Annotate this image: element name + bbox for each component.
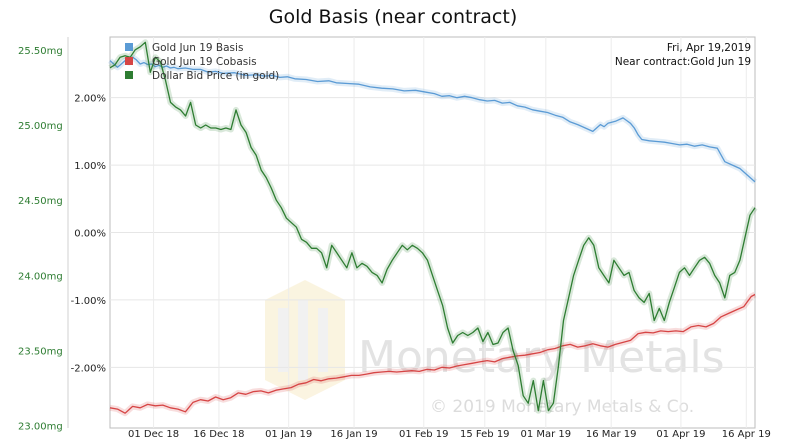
- legend-label-cobasis: Gold Jun 19 Cobasis: [152, 56, 257, 68]
- x-tick-label: 01 Mar 19: [520, 429, 571, 440]
- y-left-tick-label: 25.00mg: [18, 121, 63, 132]
- x-axis: 01 Dec 18 16 Dec 18 01 Jan 19 16 Jan 19 01 F…: [128, 429, 771, 440]
- x-tick-label: 16 Mar 19: [586, 429, 637, 440]
- y-left-tick-label: 24.50mg: [18, 196, 63, 207]
- y-axis-right: -2.00% -1.00% 0.00% 1.00% 2.00%: [71, 94, 106, 375]
- x-tick-label: 16 Dec 18: [193, 429, 244, 440]
- legend-swatch-basis: [125, 43, 133, 51]
- legend-swatch-cobasis: [125, 57, 133, 65]
- y-right-tick-label: -2.00%: [71, 363, 106, 374]
- y-right-tick-label: 0.00%: [74, 229, 106, 240]
- y-left-tick-label: 23.50mg: [18, 347, 63, 358]
- legend-swatch-dollar: [125, 71, 133, 79]
- y-right-tick-label: 2.00%: [74, 94, 106, 105]
- y-axis-left: 23.00mg 23.50mg 24.00mg 24.50mg 25.00mg 25.50…: [18, 46, 63, 433]
- x-tick-label: 16 Apr 19: [722, 429, 771, 440]
- watermark: Monetary Metals © 2019 Monetary Metals &…: [265, 280, 725, 417]
- watermark-text: Monetary Metals: [358, 332, 725, 383]
- info-contract: Near contract:Gold Jun 19: [615, 56, 751, 68]
- watermark-copyright: © 2019 Monetary Metals & Co.: [430, 397, 694, 417]
- x-tick-label: 01 Apr 19: [656, 429, 705, 440]
- x-tick-label: 01 Dec 18: [128, 429, 179, 440]
- y-right-tick-label: -1.00%: [71, 296, 106, 307]
- y-left-tick-label: 25.50mg: [18, 46, 63, 57]
- x-tick-label: 01 Feb 19: [399, 429, 449, 440]
- y-left-tick-label: 23.00mg: [18, 422, 63, 433]
- y-right-tick-label: 1.00%: [74, 161, 106, 172]
- x-tick-label: 01 Jan 19: [265, 429, 312, 440]
- legend-label-dollar: Dollar Bid Price (in gold): [152, 70, 279, 82]
- info-date: Fri, Apr 19,2019: [667, 42, 751, 54]
- y-left-tick-label: 24.00mg: [18, 271, 63, 282]
- x-tick-label: 15 Feb 19: [460, 429, 510, 440]
- gold-basis-chart: Monetary Metals © 2019 Monetary Metals &…: [0, 0, 786, 447]
- legend-label-basis: Gold Jun 19 Basis: [152, 42, 243, 54]
- x-tick-label: 16 Jan 19: [330, 429, 377, 440]
